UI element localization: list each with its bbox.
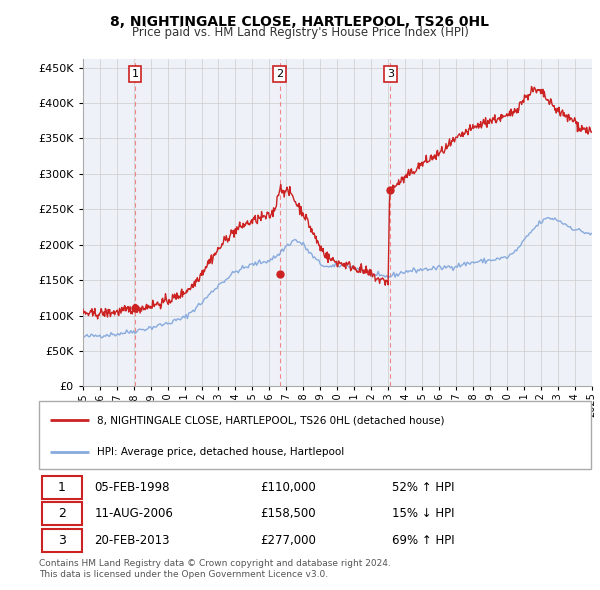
Text: 11-AUG-2006: 11-AUG-2006: [94, 507, 173, 520]
Text: 52% ↑ HPI: 52% ↑ HPI: [392, 481, 455, 494]
Text: Price paid vs. HM Land Registry's House Price Index (HPI): Price paid vs. HM Land Registry's House …: [131, 26, 469, 39]
Text: 8, NIGHTINGALE CLOSE, HARTLEPOOL, TS26 0HL (detached house): 8, NIGHTINGALE CLOSE, HARTLEPOOL, TS26 0…: [97, 415, 445, 425]
Text: HPI: Average price, detached house, Hartlepool: HPI: Average price, detached house, Hart…: [97, 447, 344, 457]
Text: 15% ↓ HPI: 15% ↓ HPI: [392, 507, 455, 520]
Text: 2: 2: [58, 507, 65, 520]
Bar: [42, 502, 82, 526]
Text: 3: 3: [58, 534, 65, 547]
Text: 20-FEB-2013: 20-FEB-2013: [94, 534, 170, 547]
Text: 05-FEB-1998: 05-FEB-1998: [94, 481, 170, 494]
Text: 69% ↑ HPI: 69% ↑ HPI: [392, 534, 455, 547]
Text: £110,000: £110,000: [260, 481, 316, 494]
Text: £277,000: £277,000: [260, 534, 316, 547]
Text: 2: 2: [276, 69, 283, 78]
Text: 8, NIGHTINGALE CLOSE, HARTLEPOOL, TS26 0HL: 8, NIGHTINGALE CLOSE, HARTLEPOOL, TS26 0…: [110, 15, 490, 29]
Bar: [42, 529, 82, 552]
Text: 1: 1: [132, 69, 139, 78]
Text: 1: 1: [58, 481, 65, 494]
Text: Contains HM Land Registry data © Crown copyright and database right 2024.
This d: Contains HM Land Registry data © Crown c…: [39, 559, 391, 579]
Bar: [42, 476, 82, 499]
Text: £158,500: £158,500: [260, 507, 316, 520]
Text: 3: 3: [387, 69, 394, 78]
